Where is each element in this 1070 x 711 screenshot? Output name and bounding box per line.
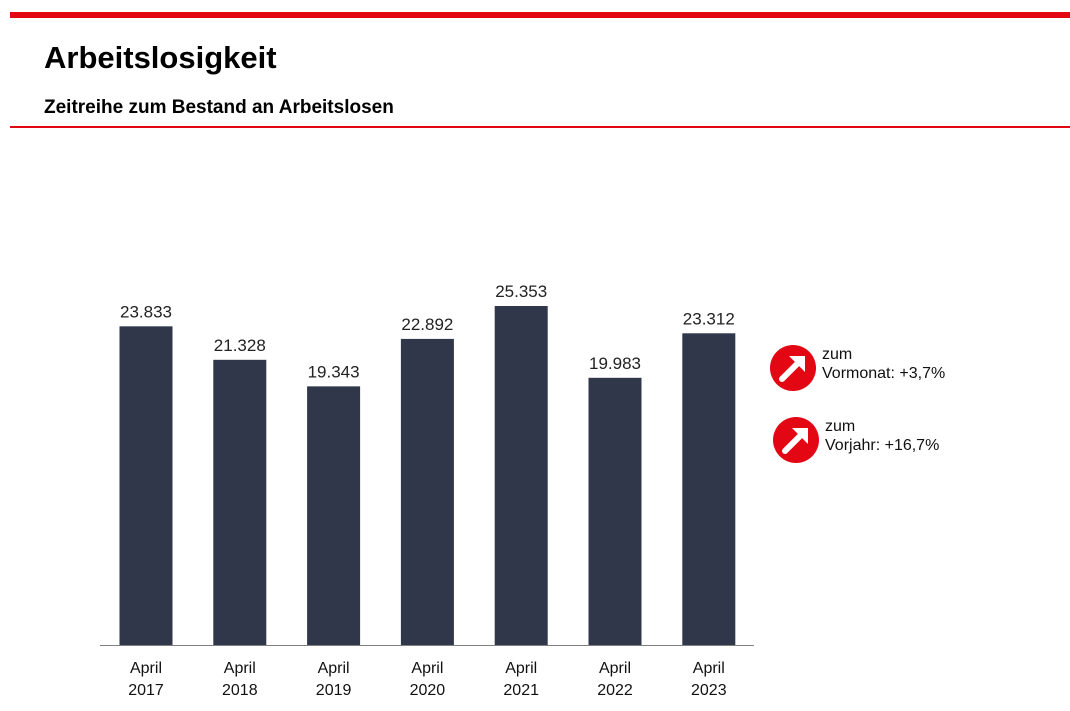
indicator-vormonat: zum Vormonat: +3,7%: [770, 345, 945, 391]
x-tick-label-month-5: April: [599, 660, 631, 677]
indicator-vorjahr-label: Vorjahr:: [825, 437, 881, 454]
data-label-1: 21.328: [214, 336, 266, 355]
bar-2: [307, 386, 361, 645]
bar-6: [682, 333, 736, 645]
data-label-2: 19.343: [308, 362, 360, 381]
data-label-5: 19.983: [589, 354, 641, 373]
arrow-up-right-icon: [770, 345, 816, 391]
page-subtitle: Zeitreihe zum Bestand an Arbeitslosen: [44, 97, 394, 118]
x-tick-label-year-1: 2018: [222, 682, 258, 699]
x-tick-label-month-1: April: [224, 660, 256, 677]
bar-1: [213, 359, 267, 645]
bar-5: [588, 377, 642, 645]
header-divider: [10, 126, 1070, 128]
data-label-3: 22.892: [401, 315, 453, 334]
data-label-4: 25.353: [495, 282, 547, 301]
x-tick-label-month-6: April: [693, 660, 725, 677]
x-tick-label-month-0: April: [130, 660, 162, 677]
bar-4: [494, 306, 548, 645]
bar-3: [400, 338, 454, 645]
indicator-vorjahr-line1: zum: [825, 418, 856, 435]
top-accent-bar: [10, 12, 1070, 18]
x-tick-label-year-5: 2022: [597, 682, 633, 699]
arrow-up-right-icon: [773, 417, 819, 463]
indicator-vormonat-label: Vormonat:: [822, 365, 895, 382]
bar-0: [119, 326, 173, 645]
x-tick-label-year-3: 2020: [410, 682, 446, 699]
indicator-vorjahr-value: +16,7%: [884, 437, 940, 454]
x-tick-label-year-4: 2021: [503, 682, 539, 699]
indicator-vormonat-value: +3,7%: [899, 365, 946, 382]
x-tick-label-year-0: 2017: [128, 682, 164, 699]
indicator-vorjahr: zum Vorjahr: +16,7%: [773, 417, 939, 463]
x-tick-label-month-2: April: [318, 660, 350, 677]
indicator-vormonat-line1: zum: [822, 346, 853, 363]
data-label-0: 23.833: [120, 302, 172, 321]
page-title: Arbeitslosigkeit: [44, 40, 277, 75]
x-tick-label-month-4: April: [505, 660, 537, 677]
x-tick-label-year-6: 2023: [691, 682, 727, 699]
x-tick-label-year-2: 2019: [316, 682, 352, 699]
data-label-6: 23.312: [683, 309, 735, 328]
x-tick-label-month-3: April: [411, 660, 443, 677]
